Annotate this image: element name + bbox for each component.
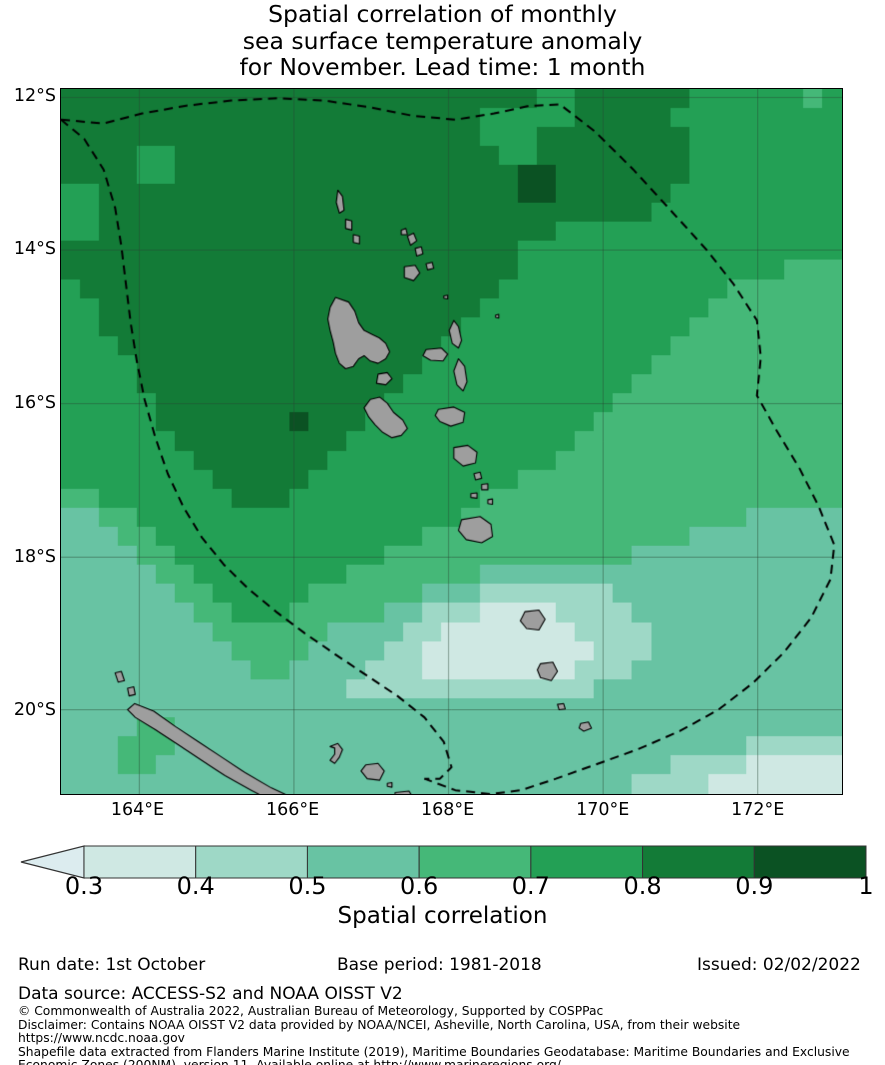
y-axis-tick-2: 16°S bbox=[13, 393, 56, 414]
colorbar-tick-4: 0.7 bbox=[511, 872, 550, 900]
colorbar-swatches bbox=[20, 845, 867, 879]
colorbar-tick-0: 0.3 bbox=[64, 872, 104, 900]
footer-meta-row: Run date: 1st October Base period: 1981-… bbox=[0, 955, 885, 979]
map-plot-area[interactable] bbox=[60, 88, 843, 795]
colorbar-tick-labels: 0.3 0.4 0.5 0.6 0.7 0.8 0.9 1 bbox=[0, 872, 885, 902]
colorbar-band-1 bbox=[195, 845, 308, 879]
issued-date-label: Issued: 02/02/2022 bbox=[697, 955, 861, 975]
y-axis-tick-labels: 12°S 14°S 16°S 18°S 20°S bbox=[0, 0, 56, 1065]
x-axis-tick-1: 166°E bbox=[265, 800, 320, 820]
colorbar-tick-7: 1 bbox=[858, 872, 874, 900]
fine-print-disclaimer: © Commonwealth of Australia 2022, Austra… bbox=[18, 1004, 850, 1065]
colorbar-tick-1: 0.4 bbox=[176, 872, 215, 900]
colorbar-tick-5: 0.8 bbox=[623, 872, 662, 900]
y-axis-tick-4: 20°S bbox=[13, 700, 56, 721]
colorbar-band-4 bbox=[530, 845, 644, 879]
x-axis-tick-0: 164°E bbox=[110, 800, 165, 820]
y-axis-tick-3: 18°S bbox=[13, 546, 56, 567]
colorbar-band-6 bbox=[753, 845, 867, 879]
data-source-label: Data source: ACCESS-S2 and NOAA OISST V2 bbox=[18, 984, 403, 1004]
colorbar-tick-3: 0.6 bbox=[400, 872, 439, 900]
base-period-label: Base period: 1981-2018 bbox=[337, 955, 542, 975]
colorbar-tick-2: 0.5 bbox=[288, 872, 327, 900]
x-axis-tick-3: 170°E bbox=[576, 800, 630, 820]
colorbar-band-2 bbox=[306, 845, 420, 879]
y-axis-tick-1: 14°S bbox=[13, 239, 56, 260]
y-axis-tick-0: 12°S bbox=[13, 85, 56, 106]
colorbar-band-5 bbox=[642, 845, 755, 879]
colorbar-tick-6: 0.9 bbox=[735, 872, 774, 900]
x-axis-tick-4: 172°E bbox=[731, 800, 785, 820]
colorbar-title: Spatial correlation bbox=[337, 903, 548, 929]
x-axis-tick-2: 168°E bbox=[421, 800, 475, 820]
correlation-heatmap-canvas bbox=[61, 89, 842, 794]
run-date-label: Run date: 1st October bbox=[18, 955, 206, 975]
colorbar-band-3 bbox=[418, 845, 532, 879]
page-title: Spatial correlation of monthly sea surfa… bbox=[239, 0, 646, 81]
colorbar bbox=[0, 841, 885, 889]
